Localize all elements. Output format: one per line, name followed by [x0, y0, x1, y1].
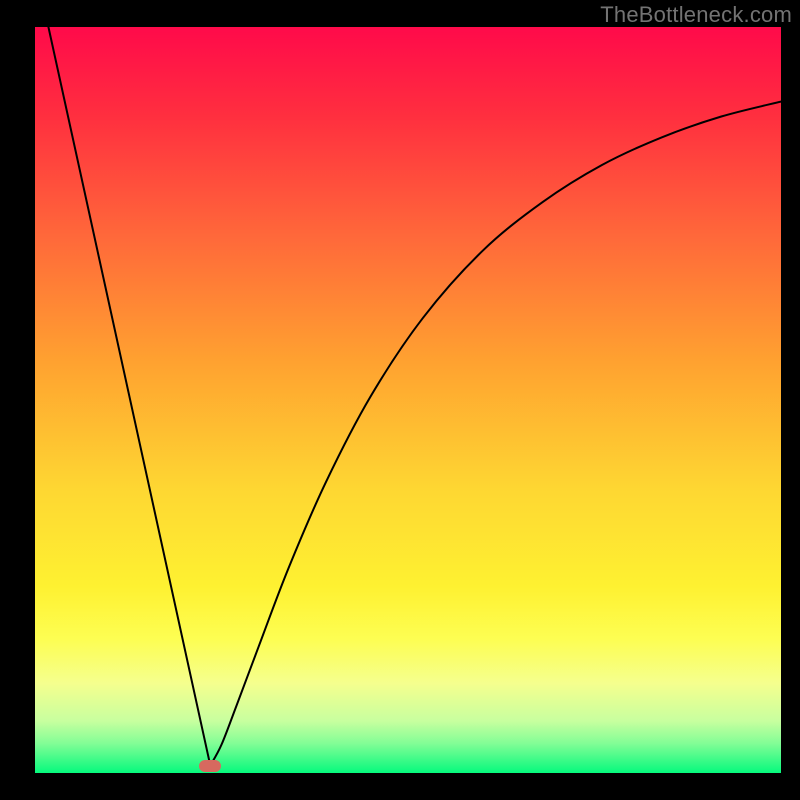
minimum-marker: [199, 760, 221, 772]
plot-frame: [35, 27, 781, 773]
watermark-text: TheBottleneck.com: [600, 2, 792, 28]
curve-path: [48, 27, 781, 766]
bottleneck-curve: [35, 27, 781, 773]
chart-outer: TheBottleneck.com: [0, 0, 800, 800]
